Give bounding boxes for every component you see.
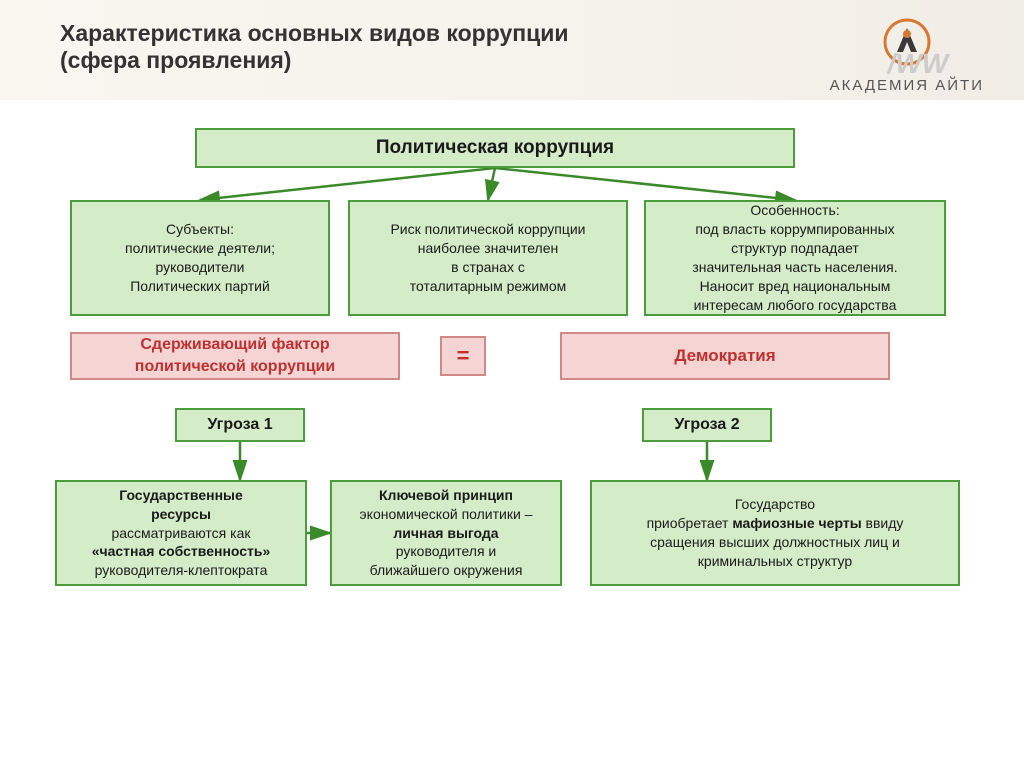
key-principle-text: Ключевой принципэкономической политики –…: [360, 486, 533, 580]
state-resources-text: Государственныересурсырассматриваются ка…: [92, 486, 271, 580]
feature-text: Особенность: под власть коррумпированных…: [692, 201, 897, 314]
threat-2-box: Угроза 2: [642, 408, 772, 442]
democracy-box: Демократия: [560, 332, 890, 380]
subjects-box: Субъекты: политические деятели; руководи…: [70, 200, 330, 316]
restraining-factor-box: Сдерживающий фактор политической коррупц…: [70, 332, 400, 380]
risk-box: Риск политической коррупции наиболее зна…: [348, 200, 628, 316]
diagram-area: Политическая коррупция Субъекты: политич…: [0, 100, 1024, 750]
subjects-text: Субъекты: политические деятели; руководи…: [125, 220, 275, 296]
state-resources-box: Государственныересурсырассматриваются ка…: [55, 480, 307, 586]
feature-box: Особенность: под власть коррумпированных…: [644, 200, 946, 316]
threat-1-label: Угроза 1: [207, 414, 272, 436]
threat-2-label: Угроза 2: [674, 414, 739, 436]
header: Характеристика основных видов коррупции …: [0, 0, 1024, 100]
political-corruption-box: Политическая коррупция: [195, 128, 795, 168]
key-principle-box: Ключевой принципэкономической политики –…: [330, 480, 562, 586]
mafia-state-text: Государствоприобретает мафиозные черты в…: [647, 495, 904, 571]
restraining-factor-text: Сдерживающий фактор политической коррупц…: [135, 334, 335, 377]
equals-sign: =: [457, 341, 470, 371]
www-decor: /WW: [888, 48, 949, 80]
risk-text: Риск политической коррупции наиболее зна…: [390, 220, 585, 296]
arrows-layer: [0, 100, 1024, 750]
equals-box: =: [440, 336, 486, 376]
political-corruption-label: Политическая коррупция: [376, 135, 614, 161]
democracy-text: Демократия: [674, 345, 775, 368]
mafia-state-box: Государствоприобретает мафиозные черты в…: [590, 480, 960, 586]
threat-1-box: Угроза 1: [175, 408, 305, 442]
logo: /WW АКАДЕМИЯ АЙТИ: [830, 18, 984, 94]
